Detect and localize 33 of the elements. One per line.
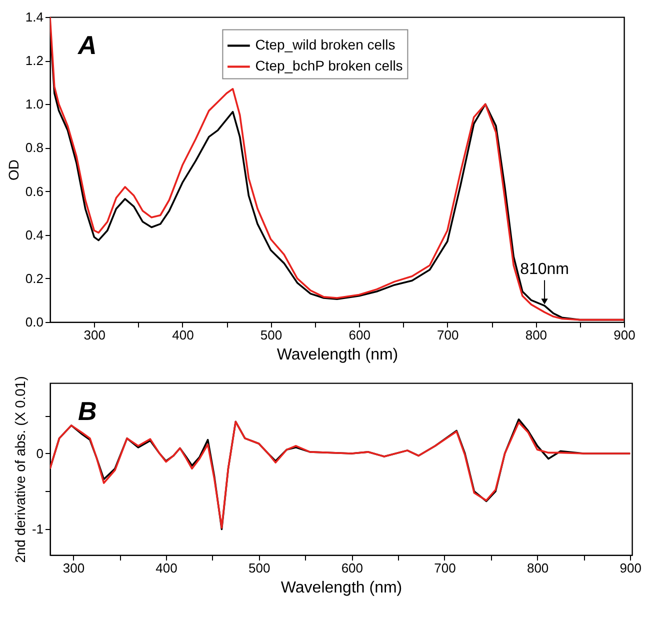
y-tick-label: 1.4: [25, 10, 44, 24]
y-tick-label: 1.2: [25, 53, 44, 68]
x-tick-label: 700: [437, 328, 459, 342]
y-tick-label: 1.0: [25, 96, 44, 112]
x-tick-label: 600: [348, 328, 370, 342]
legend-label: Ctep_wild broken cells: [255, 36, 396, 53]
legend-label: Ctep_bchP broken cells: [255, 58, 403, 74]
y-tick-label: 0.4: [25, 227, 44, 242]
y-tick-label: 0.0: [25, 314, 44, 330]
y-tick-label: 0.2: [25, 270, 44, 286]
x-tick-label: 300: [62, 560, 85, 576]
y-tick-label: 0.6: [25, 184, 44, 199]
y-tick-label: 0.8: [25, 140, 44, 156]
x-tick-label: 900: [620, 560, 642, 576]
x-tick-label: 900: [614, 328, 636, 342]
x-axis-title: Wavelength (nm): [280, 580, 402, 596]
y-tick-label: -1: [32, 522, 44, 537]
x-tick-label: 500: [260, 328, 282, 342]
y-axis-title: 2nd derivative of abs. (X 0.01): [12, 376, 28, 563]
x-tick-label: 500: [248, 560, 270, 576]
x-tick-label: 400: [156, 560, 178, 576]
annotation: B: [78, 396, 97, 426]
x-tick-label: 800: [525, 328, 548, 342]
y-axis-title: OD: [5, 160, 22, 180]
x-tick-label: 600: [341, 560, 364, 576]
y-tick-label: 0: [36, 446, 44, 461]
annotation: 810nm: [520, 261, 569, 278]
annotation: A: [77, 30, 97, 60]
x-tick-label: 300: [84, 328, 106, 342]
x-axis-title: Wavelength (nm): [276, 346, 398, 364]
x-tick-label: 400: [172, 328, 194, 342]
x-tick-label: 700: [434, 560, 456, 576]
x-tick-label: 800: [526, 560, 549, 576]
